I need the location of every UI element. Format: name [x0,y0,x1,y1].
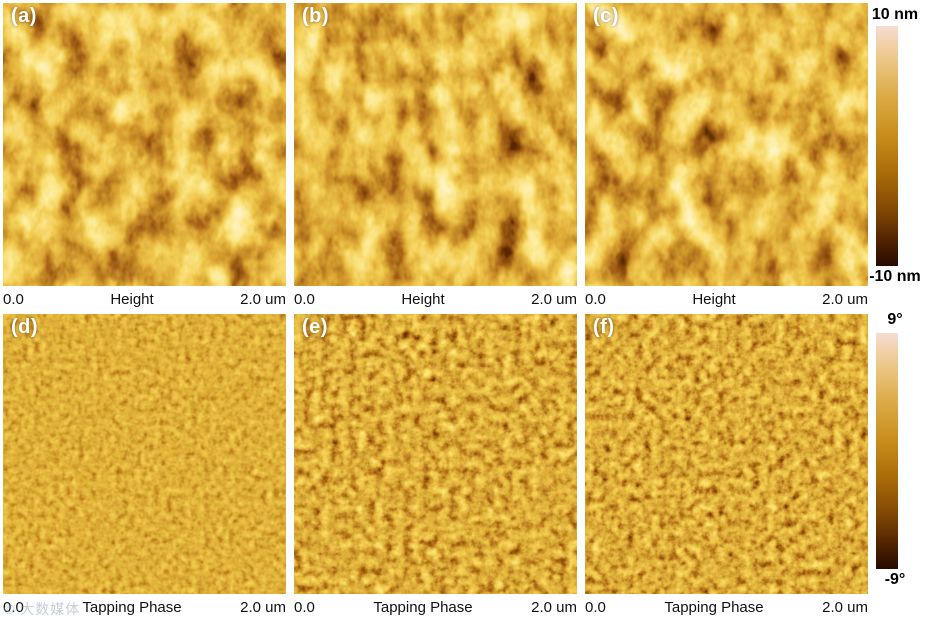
afm-phase-image-d [3,314,286,594]
signal-label: Tapping Phase [373,598,473,616]
axis-row-d: 0.0 Tapping Phase 2.0 um [3,595,286,619]
scale-max-label: 2.0 um [240,598,286,616]
panel-f: (f) [585,314,868,594]
phase-colorbar [876,333,898,569]
panel-a: (a) [3,3,286,286]
height-colorbar-max-label: 10 nm [871,6,919,23]
scale-max-label: 2.0 um [240,290,286,308]
scale-max-label: 2.0 um [531,598,577,616]
panel-letter-a: (a) [11,5,37,27]
axis-row-e: 0.0 Tapping Phase 2.0 um [294,595,577,619]
axis-row-c: 0.0 Height 2.0 um [585,287,868,311]
afm-height-image-b [294,3,577,286]
scale-min-label: 0.0 [294,598,315,616]
scale-max-label: 2.0 um [531,290,577,308]
afm-height-image-a [3,3,286,286]
axis-row-a: 0.0 Height 2.0 um [3,287,286,311]
afm-phase-image-e [294,314,577,594]
signal-label: Tapping Phase [82,598,182,616]
afm-phase-image-f [585,314,868,594]
panel-d: (d) [3,314,286,594]
scale-max-label: 2.0 um [822,290,868,308]
height-colorbar [876,26,898,266]
scale-max-label: 2.0 um [822,598,868,616]
signal-label: Tapping Phase [664,598,764,616]
scale-min-label: 0.0 [3,290,24,308]
scale-min-label: 0.0 [585,598,606,616]
panel-c: (c) [585,3,868,286]
panel-b: (b) [294,3,577,286]
panel-letter-e: (e) [302,316,328,338]
panel-letter-d: (d) [11,316,39,338]
panel-letter-c: (c) [593,5,619,27]
axis-row-b: 0.0 Height 2.0 um [294,287,577,311]
panel-letter-f: (f) [593,316,615,338]
signal-label: Height [401,290,445,308]
panel-e: (e) [294,314,577,594]
panel-letter-b: (b) [302,5,330,27]
signal-label: Height [110,290,154,308]
phase-colorbar-min-label: -9° [884,571,906,588]
scale-min-label: 0.0 [294,290,315,308]
phase-colorbar-max-label: 9° [887,311,903,328]
watermark: © 大数媒体 [4,601,81,617]
axis-row-f: 0.0 Tapping Phase 2.0 um [585,595,868,619]
afm-height-image-c [585,3,868,286]
scale-min-label: 0.0 [3,598,24,616]
height-colorbar-min-label: -10 nm [869,268,921,285]
signal-label: Height [692,290,736,308]
scale-min-label: 0.0 [585,290,606,308]
